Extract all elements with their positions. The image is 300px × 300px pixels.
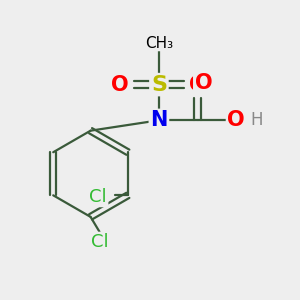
- Text: O: O: [227, 110, 245, 130]
- Text: O: O: [195, 73, 212, 93]
- Text: Cl: Cl: [91, 233, 108, 251]
- Text: H: H: [251, 111, 263, 129]
- Text: Cl: Cl: [89, 188, 107, 206]
- Text: S: S: [151, 75, 167, 94]
- Text: CH₃: CH₃: [145, 35, 173, 50]
- Text: O: O: [189, 75, 206, 94]
- Text: O: O: [112, 75, 129, 94]
- Text: N: N: [150, 110, 168, 130]
